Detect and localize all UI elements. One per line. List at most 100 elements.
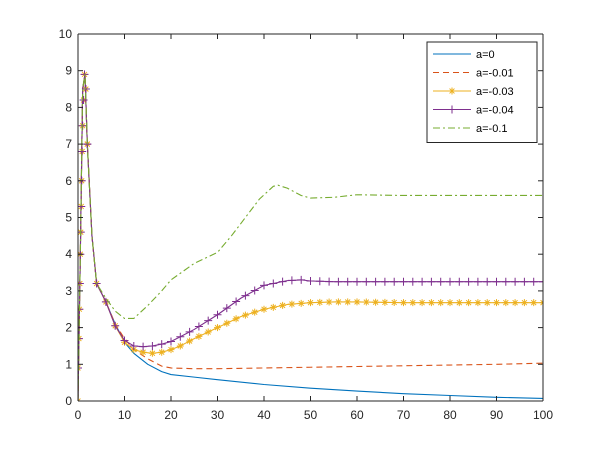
series-marker [362, 277, 371, 286]
x-tick-label: 30 [211, 408, 225, 422]
series-marker [213, 310, 222, 319]
y-tick-label: 4 [65, 247, 72, 261]
series-marker [195, 332, 203, 340]
series-marker [204, 316, 213, 325]
series-marker [399, 277, 408, 286]
series-marker [158, 348, 166, 356]
series-marker [502, 299, 510, 307]
series-marker [232, 297, 241, 306]
legend-label-a-0-1: a=-0.1 [476, 123, 508, 135]
x-tick-label: 90 [490, 408, 504, 422]
series-marker [539, 277, 543, 286]
series-marker [185, 327, 194, 336]
series-marker [260, 305, 268, 313]
series-marker [316, 298, 324, 306]
series-marker [483, 299, 491, 307]
y-tick-label: 0 [65, 394, 72, 408]
series-marker [455, 299, 463, 307]
x-tick-label: 0 [75, 408, 82, 422]
series-marker [176, 332, 185, 341]
series-marker [204, 328, 212, 336]
series-marker [334, 298, 342, 306]
x-tick-label: 40 [257, 408, 271, 422]
series-marker [269, 303, 277, 311]
series-marker [465, 299, 473, 307]
series-marker [241, 291, 250, 300]
x-tick-label: 100 [533, 408, 553, 422]
y-tick-label: 3 [65, 284, 72, 298]
x-tick-label: 70 [397, 408, 411, 422]
series-marker [287, 276, 296, 285]
plot-area [78, 70, 543, 401]
x-tick-label: 60 [350, 408, 364, 422]
series-marker [529, 277, 538, 286]
series-marker [353, 298, 361, 306]
legend-label-a-0-03: a=-0.03 [476, 86, 514, 98]
series-marker [520, 277, 529, 286]
series-marker [297, 299, 305, 307]
series-marker [260, 281, 268, 290]
series-marker [148, 341, 157, 350]
series-line-a-0-1 [78, 73, 543, 401]
series-marker [148, 349, 156, 357]
x-tick-label: 50 [304, 408, 318, 422]
legend-box [426, 41, 538, 143]
series-marker [232, 315, 240, 323]
series-a-0-1 [78, 73, 543, 401]
series-marker [474, 299, 482, 307]
legend-label-a-0-04: a=-0.04 [476, 105, 514, 117]
series-marker [325, 277, 334, 286]
series-marker [315, 277, 324, 286]
y-tick-label: 2 [65, 321, 72, 335]
y-tick-label: 7 [65, 137, 72, 151]
series-marker [381, 298, 389, 306]
y-tick-label: 5 [65, 211, 72, 225]
series-marker [250, 286, 259, 295]
series-marker [418, 299, 426, 307]
series-marker [437, 299, 445, 307]
axes: 0 10 20 30 40 50 60 70 80 90 100 0 1 2 3 4 5 6 7 8 9 10 [59, 27, 554, 422]
series-marker [79, 96, 88, 105]
series-marker [139, 342, 148, 351]
series-marker [408, 277, 417, 286]
legend-marker-a-0-04 [448, 105, 456, 114]
series-lines [78, 70, 543, 401]
series-marker [129, 341, 138, 350]
series-marker [436, 277, 445, 286]
series-marker [400, 299, 407, 307]
series-marker [167, 346, 175, 354]
series-marker [371, 277, 380, 286]
legend-label-a-0: a=0 [476, 49, 495, 61]
y-tick-label: 1 [65, 357, 72, 371]
series-marker [306, 276, 315, 285]
series-marker [325, 298, 333, 306]
series-marker [111, 321, 120, 330]
series-marker [176, 342, 184, 350]
legend: a=0 a=-0.01 a=-0.03 a=-0.04 a=-0.1 [426, 41, 538, 143]
x-tick-label: 10 [118, 408, 132, 422]
series-marker [343, 277, 352, 286]
series-marker [511, 299, 519, 307]
series-marker [251, 308, 259, 316]
series-marker [279, 301, 287, 309]
series-marker [446, 277, 454, 286]
series-marker [269, 279, 278, 288]
y-tick-label: 9 [65, 64, 72, 78]
x-tick-label: 20 [164, 408, 178, 422]
legend-label-a-0-01: a=-0.01 [476, 68, 514, 80]
series-marker [511, 277, 520, 286]
series-marker [334, 277, 343, 286]
series-marker [427, 299, 435, 307]
y-tick-label: 10 [59, 27, 73, 41]
series-marker [455, 277, 464, 286]
series-marker [167, 337, 175, 346]
series-marker [473, 277, 482, 286]
series-marker [390, 298, 398, 306]
series-marker [409, 299, 417, 307]
legend-marker-a-0-03 [448, 87, 456, 95]
series-marker [530, 299, 538, 307]
series-marker [214, 324, 221, 332]
series-marker [493, 299, 500, 307]
series-marker [418, 277, 427, 286]
